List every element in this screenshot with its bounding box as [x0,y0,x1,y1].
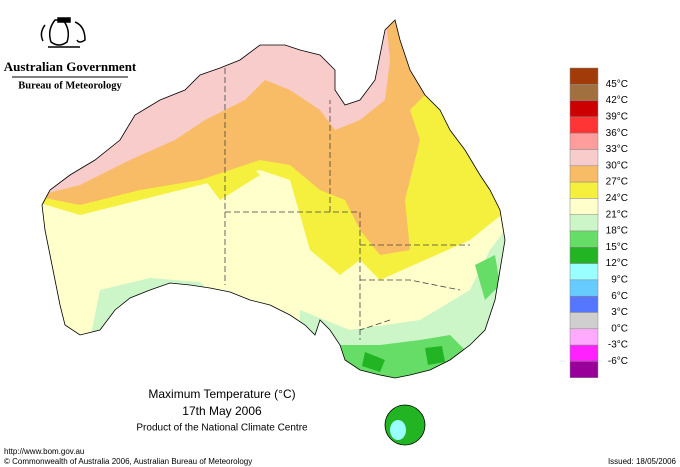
legend-swatch [569,344,599,362]
legend-label: -3°C [608,340,628,351]
copyright: © Commonwealth of Australia 2006, Austra… [4,457,252,466]
url: http://www.bom.gov.au [4,447,84,456]
legend-swatch [569,328,599,346]
legend: 45°C 42°C 39°C 36°C 33°C 30°C 27°C 24°C 21°C 18°C… [569,67,628,378]
legend-label: 12°C [606,258,628,269]
map-date: 17th May 2006 [182,404,262,418]
legend-swatch [569,279,599,297]
map-product: Product of the National Climate Centre [136,423,308,434]
legend-label: 39°C [606,112,628,123]
legend-swatch [569,149,599,167]
legend-label: 3°C [611,307,628,318]
legend-label: 21°C [606,209,628,220]
agency: Bureau of Meteorology [18,80,122,91]
legend-swatch [569,361,599,378]
legend-swatch [569,165,599,183]
legend-swatch [569,181,599,199]
crest [40,17,86,48]
legend-swatch [569,132,599,150]
legend-label: 18°C [606,226,628,237]
legend-swatch [569,116,599,134]
legend-swatch [569,295,599,313]
map-title: Maximum Temperature (°C) [148,387,295,401]
legend-label: 6°C [611,291,628,302]
coastline [41,19,506,379]
legend-label: -6°C [608,356,628,367]
legend-swatch [569,214,599,232]
tasmania [384,404,426,446]
legend-label: 42°C [606,95,628,106]
legend-label: 15°C [606,242,628,253]
legend-swatch [569,100,599,118]
legend-label: 24°C [606,193,628,204]
legend-swatch [569,230,599,248]
legend-swatch [569,198,599,215]
legend-swatch [569,247,599,264]
legend-label: 36°C [606,128,628,139]
issued: Issued: 18/05/2006 [608,457,677,466]
government: Australian Government [4,59,137,74]
legend-label: 33°C [606,144,628,155]
legend-label: 45°C [606,79,628,90]
legend-swatch [569,84,599,101]
legend-swatch [569,67,599,85]
legend-label: 30°C [606,160,628,171]
legend-label: 0°C [611,323,628,334]
legend-label: 27°C [606,177,628,188]
legend-label: 9°C [611,275,628,286]
state-borders [224,68,470,340]
legend-swatch [569,263,599,281]
legend-swatch [569,312,599,330]
